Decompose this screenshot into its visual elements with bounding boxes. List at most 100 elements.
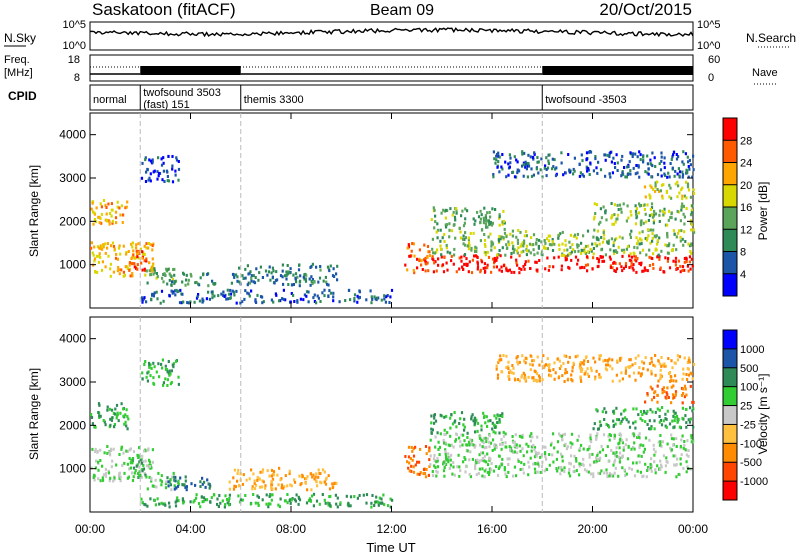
power-cell (603, 153, 606, 157)
velocity-cell (524, 376, 527, 380)
velocity-cell (552, 460, 555, 464)
power-scatter (90, 113, 696, 308)
power-cell (580, 251, 583, 255)
power-cell (601, 259, 604, 263)
velocity-cell (682, 367, 685, 371)
velocity-cell (138, 446, 141, 450)
power-cell (137, 251, 140, 255)
velocity-cell (598, 357, 601, 361)
power-cell (358, 295, 361, 299)
velocity-cell (520, 375, 523, 379)
power-cell (247, 292, 250, 296)
velocity-cell (436, 459, 439, 463)
velocity-cell (596, 432, 599, 436)
power-cell (645, 238, 648, 242)
power-cell (464, 243, 467, 247)
power-cell (131, 272, 134, 275)
power-cell (519, 244, 522, 248)
velocity-cell (271, 493, 274, 497)
velocity-cell (261, 485, 264, 489)
velocity-cell (268, 474, 271, 478)
velocity-cell (496, 421, 499, 425)
power-cell (666, 235, 669, 239)
power-cell (539, 168, 542, 172)
power-cell (93, 218, 96, 221)
power-cell (125, 205, 128, 209)
velocity-cell (370, 501, 373, 505)
velocity-cell (510, 449, 513, 453)
velocity-cell (658, 415, 661, 418)
velocity-colorbar-label: Velocity [m s⁻¹] (756, 373, 770, 454)
power-cell (500, 165, 503, 169)
velocity-cell (339, 501, 342, 505)
velocity-cell (583, 372, 586, 376)
power-ytick-label: 3000 (59, 171, 86, 185)
power-cell (595, 244, 599, 248)
velocity-cell (199, 505, 202, 509)
velocity-cell (408, 469, 411, 473)
velocity-cell (686, 367, 689, 371)
velocity-cell (514, 433, 517, 437)
power-cell (225, 297, 228, 301)
power-cell (90, 246, 93, 250)
power-cell (521, 164, 524, 168)
power-cell (648, 264, 652, 267)
velocity-cell (670, 448, 673, 452)
power-cell (671, 155, 674, 159)
power-cell (606, 241, 609, 245)
power-cell (332, 267, 335, 271)
velocity-cell (380, 501, 383, 505)
velocity-cell (669, 446, 672, 450)
velocity-cell (567, 471, 571, 475)
power-cell (557, 236, 560, 240)
velocity-cell (470, 438, 474, 442)
velocity-cell (414, 463, 417, 467)
power-cell (433, 261, 436, 265)
power-cell (681, 175, 684, 179)
power-cell (145, 246, 148, 250)
power-cell (692, 192, 696, 195)
power-cell (535, 268, 538, 272)
velocity-cell (623, 468, 626, 472)
power-cell (644, 195, 647, 199)
power-cell (587, 168, 590, 172)
power-cell (454, 218, 457, 222)
velocity-cell (257, 501, 260, 505)
power-cell (616, 169, 619, 172)
velocity-cell (228, 487, 231, 491)
velocity-cell (594, 360, 597, 364)
power-cell (125, 252, 128, 256)
velocity-cell (493, 447, 496, 451)
velocity-cell (664, 464, 667, 468)
velocity-cell (588, 453, 591, 456)
velocity-cell (514, 378, 517, 382)
power-cell (236, 279, 239, 283)
velocity-cell (585, 355, 588, 359)
velocity-cell (450, 413, 453, 416)
velocity-cell (485, 445, 488, 449)
power-cell (516, 238, 519, 242)
power-cell (690, 257, 693, 261)
power-cell (644, 268, 647, 272)
power-cell (118, 272, 121, 276)
velocity-cell (324, 482, 328, 486)
velocity-cell (433, 414, 436, 418)
velocity-cell (590, 369, 593, 373)
power-cell (521, 152, 524, 156)
velocity-cell (244, 494, 247, 497)
power-cell (656, 173, 660, 177)
velocity-cell (497, 358, 501, 362)
power-cell (688, 158, 691, 162)
power-cell (181, 280, 184, 284)
power-cell (274, 292, 277, 296)
velocity-cell (464, 470, 467, 474)
velocity-cell (502, 430, 505, 434)
velocity-cell (612, 463, 615, 467)
velocity-cell (408, 461, 411, 465)
velocity-cell (608, 438, 611, 442)
velocity-cell (607, 434, 610, 438)
velocity-cell (219, 501, 222, 505)
power-cell (254, 276, 257, 279)
velocity-cell (522, 471, 525, 475)
power-cell (568, 266, 571, 270)
